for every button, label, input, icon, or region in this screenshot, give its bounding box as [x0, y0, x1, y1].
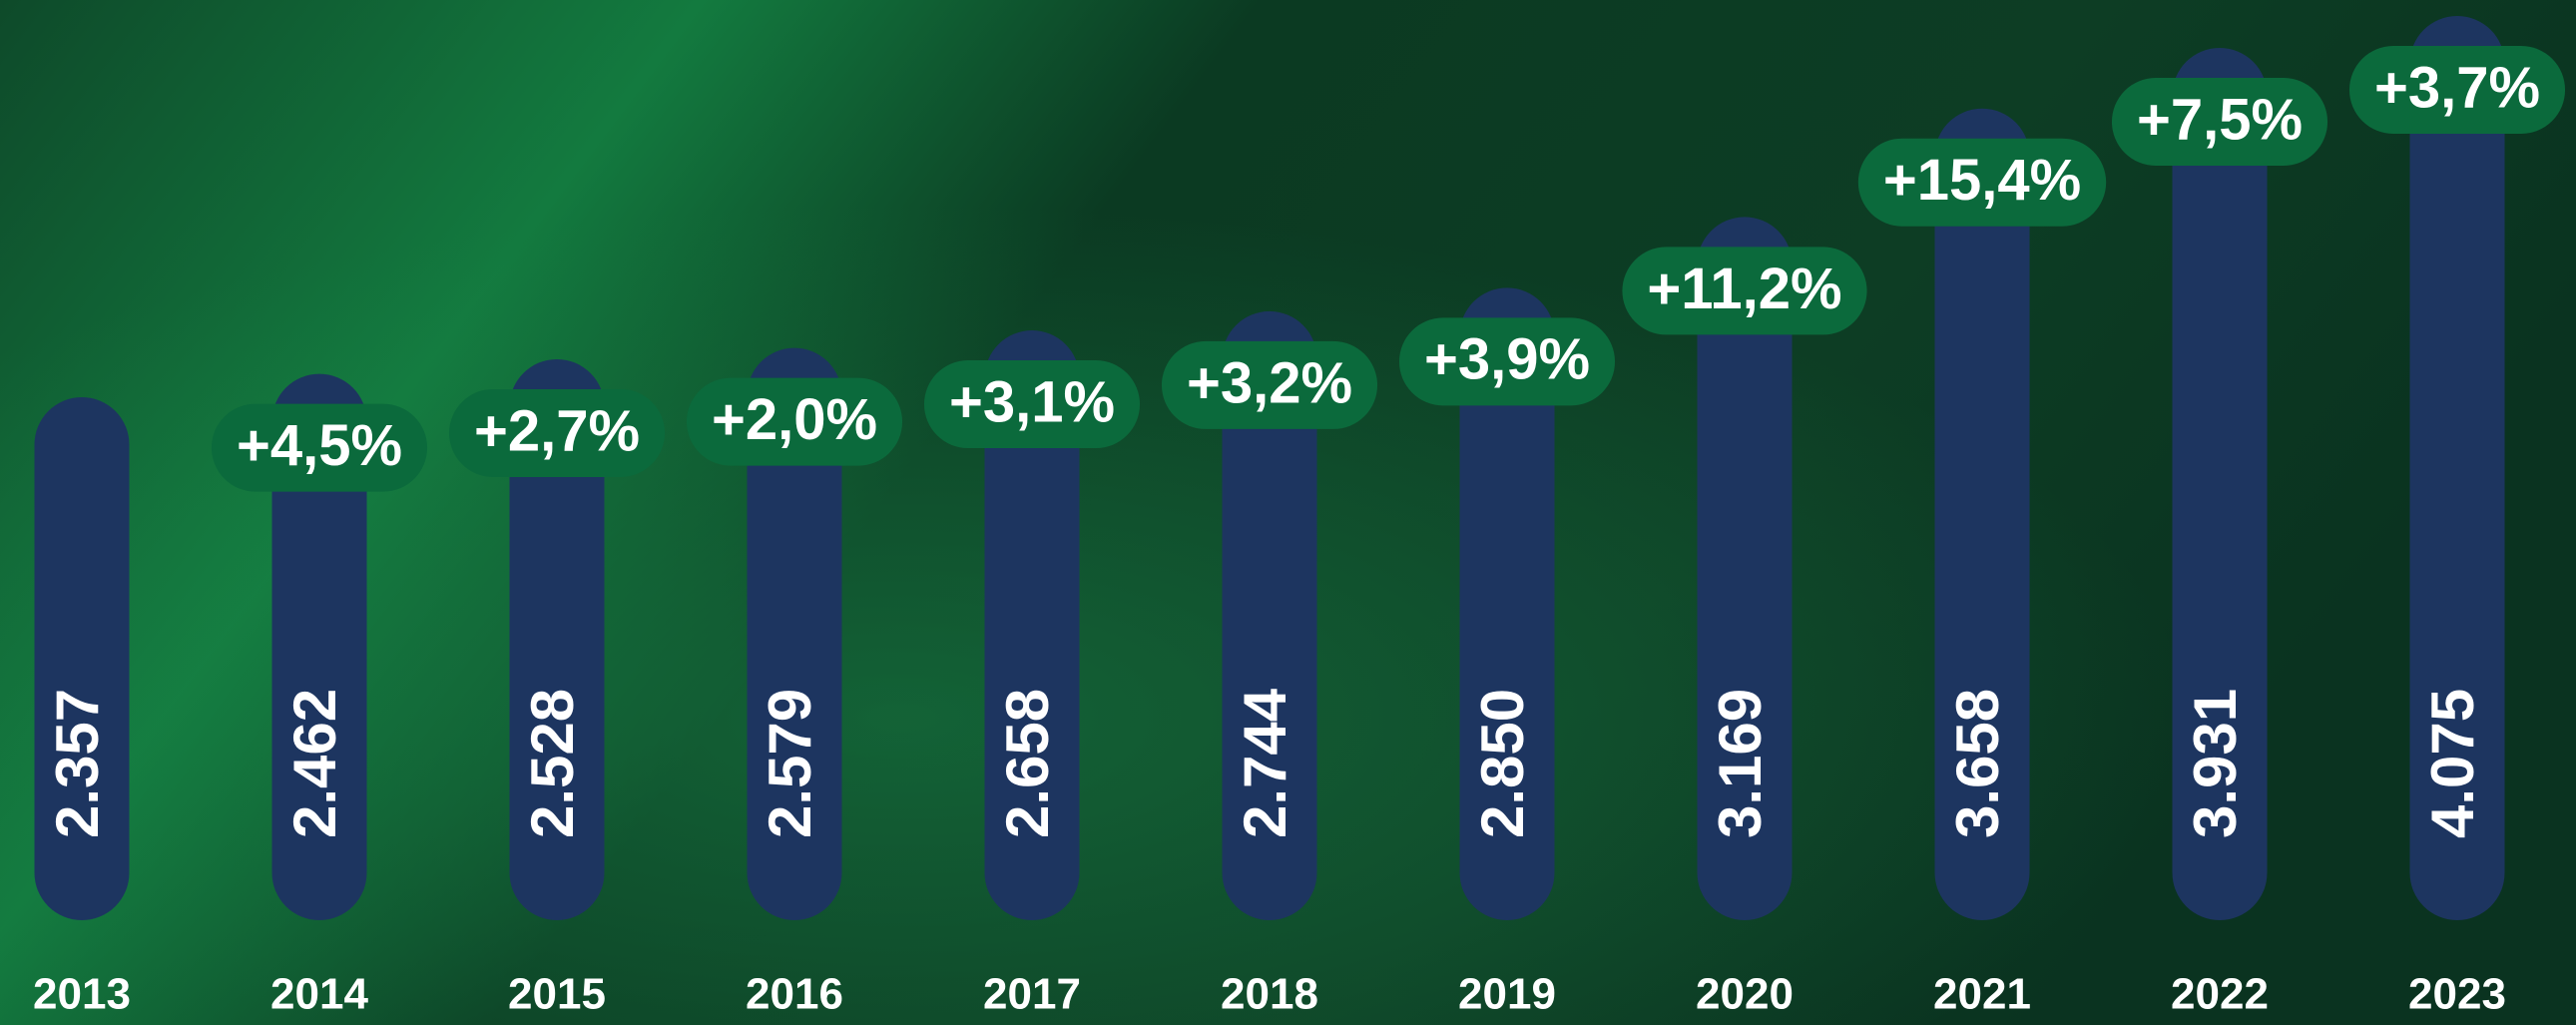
value-label: 2.850	[1469, 689, 1536, 838]
chart: 2.357 2013 2.462 2014 +4,5% 2.528 2015 +2,7% 2.5…	[0, 0, 2576, 1025]
x-tick-label: 2014	[270, 970, 368, 1019]
growth-label: +4,5%	[237, 413, 402, 478]
x-tick-label: 2015	[508, 970, 606, 1019]
x-tick-label: 2017	[983, 970, 1081, 1019]
value-label: 3.658	[1944, 689, 2011, 838]
growth-label: +3,9%	[1424, 327, 1590, 392]
x-tick-label: 2019	[1458, 970, 1556, 1019]
value-label: 2.579	[757, 689, 823, 838]
growth-label: +3,7%	[2374, 55, 2540, 120]
growth-label: +7,5%	[2137, 87, 2303, 152]
growth-label: +3,2%	[1187, 350, 1352, 415]
value-label: 2.658	[994, 689, 1061, 838]
x-tick-label: 2021	[1933, 970, 2031, 1019]
growth-label: +2,7%	[474, 398, 640, 463]
value-label: 2.462	[281, 689, 348, 838]
bar	[35, 397, 130, 920]
value-label: 3.931	[2182, 689, 2249, 838]
x-tick-label: 2023	[2408, 970, 2506, 1019]
value-label: 2.744	[1232, 688, 1298, 838]
growth-label: +15,4%	[1883, 148, 2081, 213]
value-label: 4.075	[2419, 689, 2486, 838]
value-label: 2.528	[519, 689, 586, 838]
x-tick-label: 2013	[33, 970, 131, 1019]
value-label: 3.169	[1707, 689, 1774, 838]
growth-label: +3,1%	[949, 369, 1115, 434]
x-tick-label: 2020	[1696, 970, 1794, 1019]
value-label: 2.357	[44, 689, 111, 838]
growth-label: +2,0%	[712, 387, 877, 452]
growth-label: +11,2%	[1647, 256, 1841, 321]
x-tick-label: 2016	[746, 970, 843, 1019]
x-tick-label: 2018	[1221, 970, 1318, 1019]
x-tick-label: 2022	[2171, 970, 2269, 1019]
